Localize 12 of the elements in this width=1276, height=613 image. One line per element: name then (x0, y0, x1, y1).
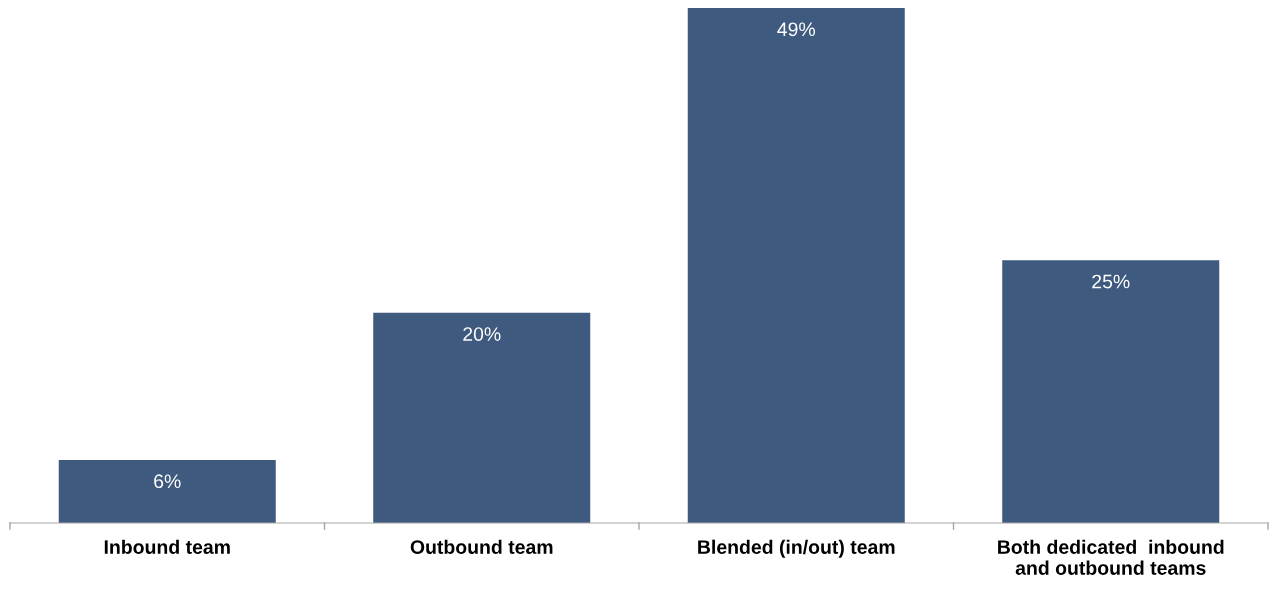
data-label: 25% (1092, 274, 1130, 289)
x-tick-label: Inbound team (104, 539, 230, 554)
x-tick-label: Blended (in/out) team (698, 539, 895, 558)
data-label: 6% (154, 474, 181, 489)
x-tick-label: Outbound team (410, 539, 553, 554)
data-label: 20% (463, 327, 501, 341)
bar (58, 459, 276, 523)
bar (687, 8, 905, 523)
x-tick-label: Both dedicated inbound and outbound teams (998, 539, 1224, 575)
bar (373, 312, 591, 523)
bar (1002, 260, 1220, 523)
data-label: 49% (777, 22, 816, 37)
